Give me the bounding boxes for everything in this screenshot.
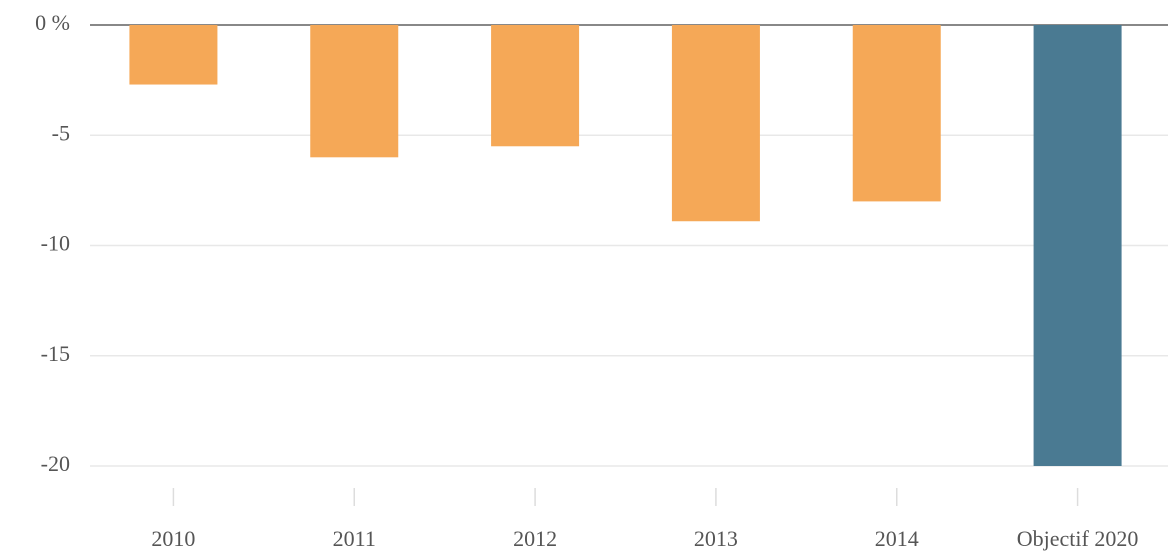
bar [1033,25,1122,466]
x-tick-label: 2011 [333,526,376,551]
y-tick-label: -20 [41,451,70,476]
x-tick-label: 2012 [513,526,557,551]
bar [129,25,218,85]
y-tick-label: -5 [52,120,70,145]
y-tick-label: -10 [41,231,70,256]
x-tick-label: 2013 [694,526,738,551]
y-tick-label: -15 [41,341,70,366]
x-tick-label: Objectif 2020 [1017,526,1139,551]
x-tick-label: 2010 [151,526,195,551]
bar [852,25,941,202]
x-tick-label: 2014 [875,526,919,551]
y-tick-label: 0 % [35,10,70,35]
bar [310,25,399,158]
bar [491,25,580,147]
bar [671,25,760,222]
